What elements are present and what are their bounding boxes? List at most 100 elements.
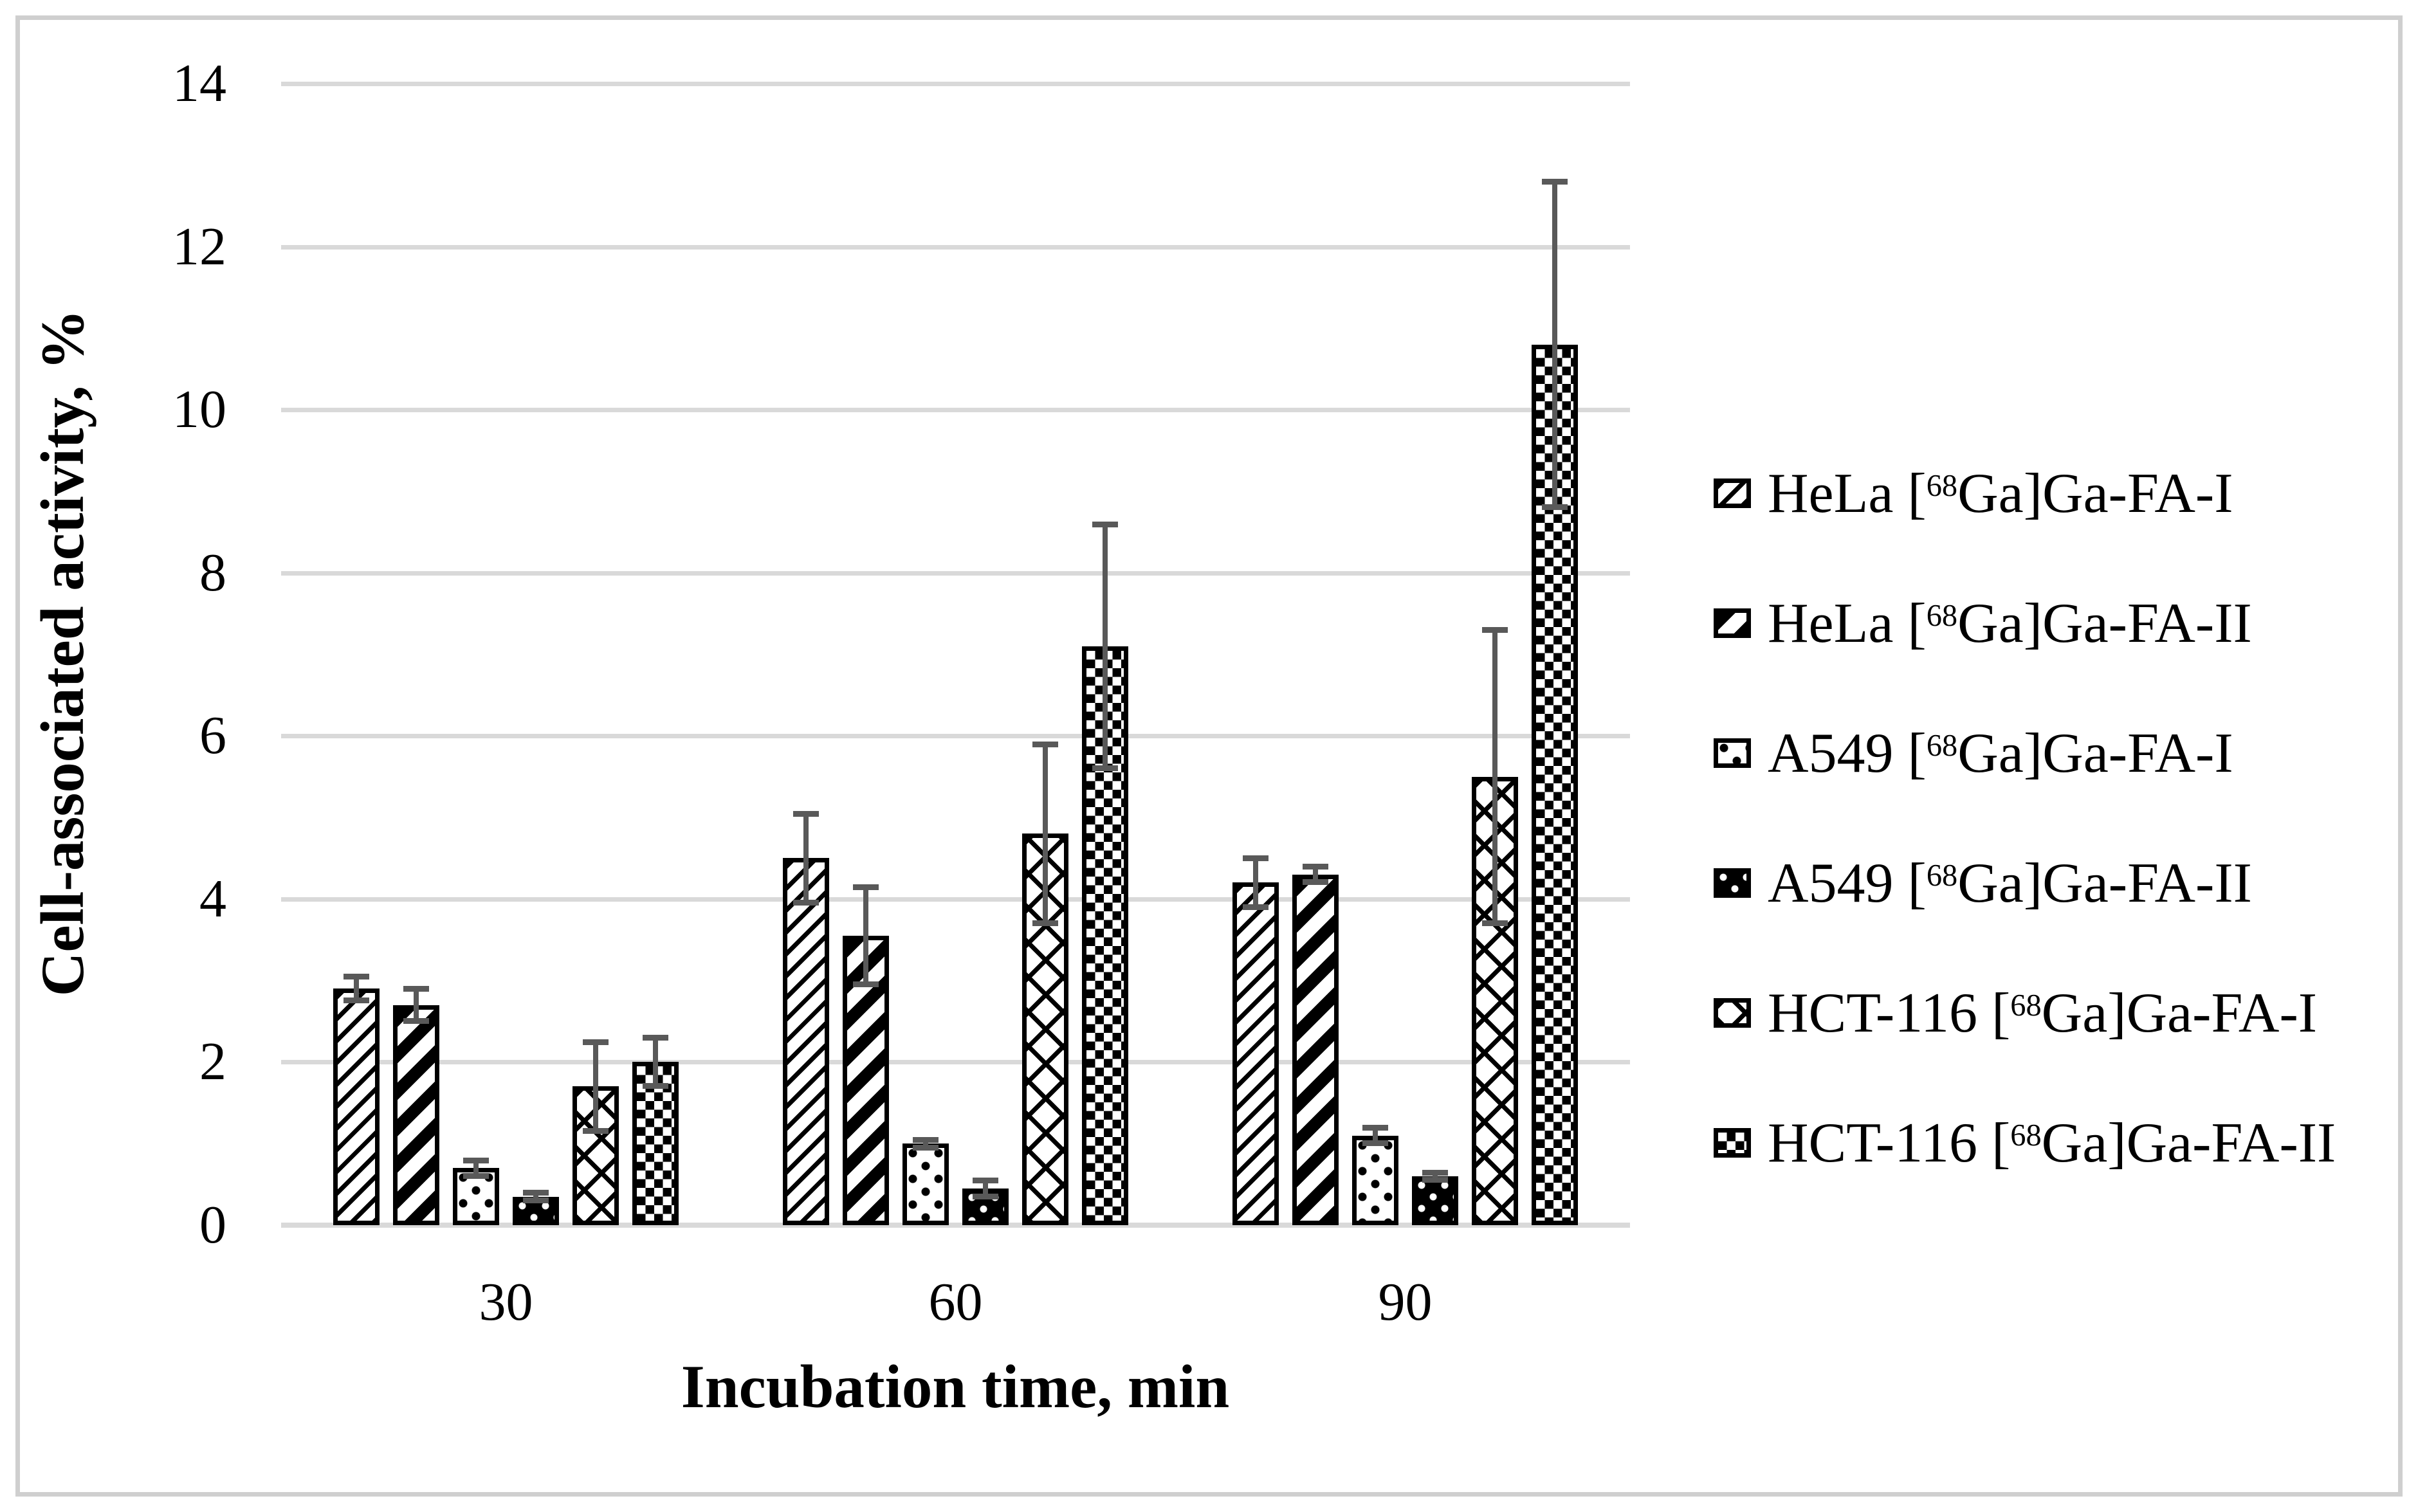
error-bar-A549 [68Ga]Ga-FA-II-60min [983,1180,988,1197]
error-cap-bottom [1362,1140,1388,1147]
error-cap-top [463,1157,489,1163]
error-cap-bottom [343,997,369,1004]
error-bar-HeLa [68Ga]Ga-FA-I-30min [354,976,359,1001]
error-bar-A549 [68Ga]Ga-FA-I-60min [923,1139,928,1148]
legend-item-HCT-116 [68Ga]Ga-FA-I: HCT-116 [68Ga]Ga-FA-I [1714,979,2317,1046]
x-tick-label-30: 30 [479,1272,533,1332]
bar-HCT-116 [68Ga]Ga-FA-II-90min [1532,344,1578,1225]
y-tick-label-14: 14 [172,53,226,113]
error-bar-HCT-116 [68Ga]Ga-FA-II-90min [1552,181,1557,508]
y-tick-label-0: 0 [199,1195,226,1255]
legend-swatch-checkerboard [1714,1128,1751,1158]
error-cap-bottom [1542,504,1568,511]
error-bar-HCT-116 [68Ga]Ga-FA-II-30min [653,1037,658,1087]
legend-label-text: Ga]Ga-FA-II [1957,592,2252,655]
error-bar-HCT-116 [68Ga]Ga-FA-II-60min [1103,524,1108,769]
error-cap-top [1303,864,1328,870]
legend-label: HCT-116 [68Ga]Ga-FA-II [1768,1111,2336,1176]
legend-label-superscript: 68 [2010,1118,2042,1153]
legend-label-text: Ga]Ga-FA-I [2041,981,2318,1044]
error-cap-bottom [1303,879,1328,886]
legend-label-text: HeLa [ [1768,462,1927,525]
bar-HCT-116 [68Ga]Ga-FA-II-30min [632,1062,679,1225]
legend-label-superscript: 68 [1926,599,1958,633]
gridline-y-14 [281,81,1630,86]
error-bar-A549 [68Ga]Ga-FA-II-90min [1433,1172,1438,1181]
legend-label-text: Ga]Ga-FA-I [1957,462,2233,525]
error-bar-HCT-116 [68Ga]Ga-FA-I-30min [593,1041,598,1132]
error-bar-HCT-116 [68Ga]Ga-FA-I-60min [1043,743,1048,924]
error-cap-bottom [853,981,879,987]
error-cap-top [1482,627,1508,633]
error-cap-top [1032,741,1058,747]
error-bar-A549 [68Ga]Ga-FA-I-30min [473,1160,479,1176]
legend-label-superscript: 68 [1926,859,1958,893]
error-cap-bottom [1422,1177,1448,1183]
y-tick-label-10: 10 [172,379,226,440]
error-cap-bottom [1092,765,1118,771]
error-bar-HeLa [68Ga]Ga-FA-I-90min [1253,858,1258,907]
legend-label-text: HeLa [ [1768,592,1927,655]
error-cap-top [523,1190,549,1196]
x-axis-title: Incubation time, min [681,1353,1230,1421]
legend-label-text: Ga]Ga-FA-I [1957,722,2233,785]
error-cap-bottom [523,1197,549,1203]
error-cap-bottom [1243,904,1269,910]
legend-item-A549 [68Ga]Ga-FA-II: A549 [68Ga]Ga-FA-II [1714,850,2252,916]
legend-label-text: Ga]Ga-FA-II [1957,852,2252,915]
x-tick-label-60: 60 [928,1272,983,1332]
legend-label-text: Ga]Ga-FA-II [2041,1111,2336,1174]
error-bar-A549 [68Ga]Ga-FA-I-90min [1373,1127,1378,1144]
legend-label: HCT-116 [68Ga]Ga-FA-I [1768,981,2317,1046]
error-cap-top [1422,1169,1448,1176]
legend-swatch-light-upward-diagonal [1714,478,1751,508]
error-cap-top [853,884,879,890]
figure-border [15,15,2403,1497]
legend-swatch-dark-dots [1714,868,1751,898]
error-cap-top [1092,521,1118,527]
error-cap-top [1243,855,1269,862]
x-tick-label-90: 90 [1378,1272,1433,1332]
bar-A549 [68Ga]Ga-FA-II-90min [1412,1176,1458,1225]
bar-HeLa [68Ga]Ga-FA-I-60min [783,858,829,1225]
x-axis-line [281,1223,1630,1228]
gridline-y-4 [281,897,1630,902]
error-cap-bottom [973,1193,998,1199]
error-cap-top [403,986,429,992]
bar-HeLa [68Ga]Ga-FA-I-90min [1232,882,1279,1225]
error-cap-bottom [463,1172,489,1179]
error-cap-top [913,1136,939,1143]
error-cap-top [583,1039,609,1045]
error-bar-A549 [68Ga]Ga-FA-II-30min [533,1192,538,1201]
error-cap-top [793,810,819,817]
error-cap-top [643,1035,668,1041]
error-bar-HCT-116 [68Ga]Ga-FA-I-90min [1492,630,1498,924]
error-cap-bottom [1032,920,1058,926]
bar-A549 [68Ga]Ga-FA-I-90min [1352,1135,1398,1225]
gridline-y-2 [281,1060,1630,1065]
gridline-y-12 [281,244,1630,250]
error-bar-HeLa [68Ga]Ga-FA-II-30min [414,988,419,1022]
legend-swatch-sparse-dots [1714,738,1751,768]
legend-swatch-diagonal-crosshatch [1714,998,1751,1028]
error-cap-top [973,1178,998,1184]
y-tick-label-4: 4 [199,868,226,929]
error-cap-top [343,974,369,980]
legend-label-superscript: 68 [1926,469,1958,504]
bar-HeLa [68Ga]Ga-FA-II-30min [393,1005,439,1225]
error-cap-top [1542,179,1568,185]
error-cap-bottom [643,1083,668,1089]
y-tick-label-8: 8 [199,542,226,603]
gridline-y-8 [281,570,1630,576]
error-cap-bottom [793,900,819,906]
gridline-y-10 [281,408,1630,413]
bar-A549 [68Ga]Ga-FA-I-60min [902,1143,949,1225]
legend-label: HeLa [68Ga]Ga-FA-I [1768,461,2233,526]
legend-label-text: A549 [ [1768,852,1927,915]
error-cap-bottom [1482,920,1508,926]
error-bar-HeLa [68Ga]Ga-FA-I-60min [803,813,809,904]
legend-label-superscript: 68 [1926,729,1958,763]
error-cap-bottom [913,1144,939,1151]
legend-swatch-wide-upward-diagonal [1714,608,1751,638]
legend-label-text: HCT-116 [ [1768,981,2011,1044]
